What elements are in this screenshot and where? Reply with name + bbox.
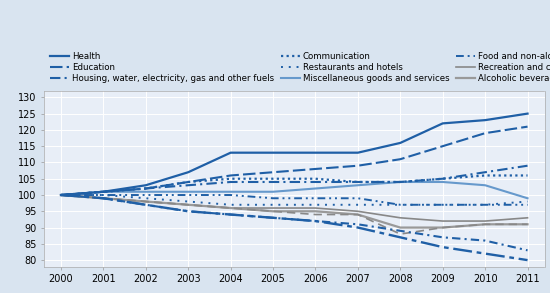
Legend: Health, Education, Housing, water, electricity, gas and other fuels, Communicati: Health, Education, Housing, water, elect… <box>48 50 550 85</box>
